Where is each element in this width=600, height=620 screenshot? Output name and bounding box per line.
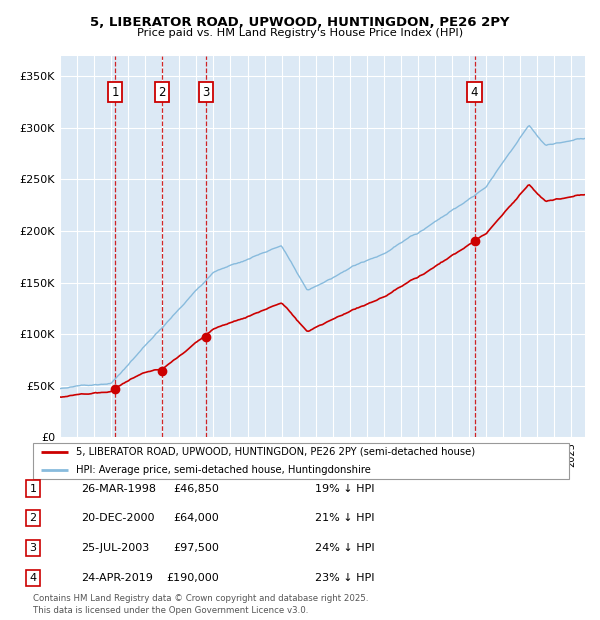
Text: HPI: Average price, semi-detached house, Huntingdonshire: HPI: Average price, semi-detached house,… xyxy=(76,465,371,475)
Text: Price paid vs. HM Land Registry's House Price Index (HPI): Price paid vs. HM Land Registry's House … xyxy=(137,29,463,38)
Text: £97,500: £97,500 xyxy=(173,543,219,553)
Text: 2: 2 xyxy=(158,86,166,99)
Text: 1: 1 xyxy=(112,86,119,99)
Text: 21% ↓ HPI: 21% ↓ HPI xyxy=(315,513,374,523)
Text: 5, LIBERATOR ROAD, UPWOOD, HUNTINGDON, PE26 2PY (semi-detached house): 5, LIBERATOR ROAD, UPWOOD, HUNTINGDON, P… xyxy=(76,447,475,457)
Text: 25-JUL-2003: 25-JUL-2003 xyxy=(81,543,149,553)
Text: 20-DEC-2000: 20-DEC-2000 xyxy=(81,513,155,523)
Text: 1: 1 xyxy=(29,484,37,494)
Text: 4: 4 xyxy=(29,573,37,583)
Text: 24% ↓ HPI: 24% ↓ HPI xyxy=(315,543,374,553)
Text: 26-MAR-1998: 26-MAR-1998 xyxy=(81,484,156,494)
FancyBboxPatch shape xyxy=(33,443,569,479)
Text: 5, LIBERATOR ROAD, UPWOOD, HUNTINGDON, PE26 2PY: 5, LIBERATOR ROAD, UPWOOD, HUNTINGDON, P… xyxy=(90,16,510,29)
Text: £190,000: £190,000 xyxy=(166,573,219,583)
Text: 24-APR-2019: 24-APR-2019 xyxy=(81,573,153,583)
Text: Contains HM Land Registry data © Crown copyright and database right 2025.
This d: Contains HM Land Registry data © Crown c… xyxy=(33,594,368,615)
Text: 19% ↓ HPI: 19% ↓ HPI xyxy=(315,484,374,494)
Text: 2: 2 xyxy=(29,513,37,523)
Text: £64,000: £64,000 xyxy=(173,513,219,523)
Text: 23% ↓ HPI: 23% ↓ HPI xyxy=(315,573,374,583)
Text: 4: 4 xyxy=(471,86,478,99)
Text: 3: 3 xyxy=(202,86,209,99)
Text: 3: 3 xyxy=(29,543,37,553)
Text: £46,850: £46,850 xyxy=(173,484,219,494)
